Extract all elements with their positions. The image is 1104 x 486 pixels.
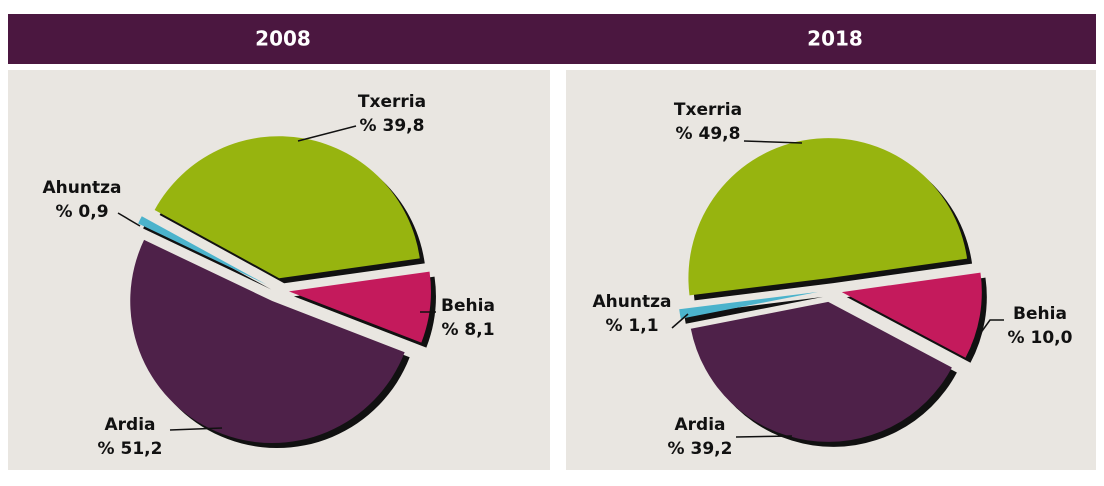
slice [288,271,431,343]
slice-label: Ahuntza [43,178,122,198]
slice-label: Txerria [674,100,742,120]
slice-value-label: % 0,9 [55,202,108,222]
slice-label: Behia [441,296,495,316]
slice-shadow [684,296,824,324]
slice-label: Ardia [104,415,155,435]
leader-line [735,435,793,438]
leader-line [117,212,141,227]
slice-value-label: % 51,2 [98,439,163,459]
slice-label: Ahuntza [593,292,672,312]
slice-value-label: % 49,8 [676,124,741,144]
chart-title: 2008 [255,27,311,51]
leader-line [671,313,689,329]
slice [154,136,420,279]
slice [679,291,819,319]
leader-line [169,427,223,431]
slice-value-label: % 39,8 [360,116,425,136]
leader-line [971,319,1004,346]
slice-label: Ardia [674,415,725,435]
slice-label: Behia [1013,304,1067,324]
slice [841,272,982,358]
leader-line [297,125,357,142]
slice-label: Txerria [358,92,426,112]
slice [688,138,968,296]
slice-value-label: % 8,1 [441,320,494,340]
slice-value-label: % 1,1 [605,316,658,336]
slice-value-label: % 39,2 [668,439,733,459]
leader-line [743,140,803,144]
chart-title: 2018 [807,27,863,51]
slice-value-label: % 10,0 [1008,328,1073,348]
slice [690,301,952,442]
slice [138,216,267,285]
header-bar [8,14,1096,64]
slice [130,239,405,444]
